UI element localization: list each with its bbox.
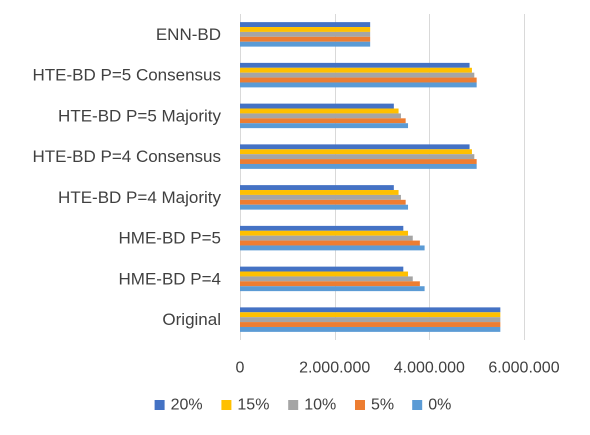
legend-label: 5% [371, 397, 394, 414]
bar-0pct-5 [240, 245, 425, 251]
legend-label: 15% [237, 397, 269, 414]
bar-15pct-0 [240, 27, 371, 32]
bar-5pct-3 [240, 159, 477, 164]
category-labels: ENN-BD HTE-BD P=5 Consensus HTE-BD P=5 Maj… [33, 25, 222, 329]
legend-label: 10% [304, 397, 336, 414]
bar-20pct-7 [240, 307, 501, 313]
bar-5pct-2 [240, 118, 406, 124]
x-tick-labels: 0 2.000.000 4.000.000 6.000.000 [236, 360, 560, 377]
bar-0pct-3 [240, 163, 477, 169]
bar-0pct-1 [240, 82, 477, 88]
bar-15pct-5 [240, 230, 409, 236]
bar-15pct-1 [240, 67, 472, 73]
bar-20pct-1 [240, 62, 470, 68]
bar-5pct-0 [240, 36, 371, 42]
x-tick-label: 2.000.000 [299, 360, 370, 377]
legend-swatch [412, 400, 423, 410]
bar-20pct-5 [240, 225, 404, 231]
category-label: HTE-BD P=4 Consensus [33, 147, 222, 166]
bars [240, 22, 501, 332]
legend: 20% 15% 10% 5% 0% [154, 397, 451, 414]
bar-5pct-7 [240, 322, 501, 327]
bar-10pct-6 [240, 276, 413, 282]
bar-20pct-2 [240, 103, 394, 109]
x-tick-label: 4.000.000 [394, 360, 465, 377]
legend-item: 5% [355, 397, 394, 414]
x-tick-label: 0 [236, 360, 245, 377]
bar-10pct-0 [240, 31, 371, 37]
bar-15pct-2 [240, 108, 399, 114]
bar-10pct-2 [240, 113, 401, 119]
bar-5pct-6 [240, 281, 420, 287]
legend-item: 20% [154, 397, 203, 414]
bar-5pct-5 [240, 240, 420, 246]
bar-20pct-4 [240, 185, 394, 191]
legend-swatch [288, 400, 299, 410]
bar-0pct-4 [240, 204, 409, 210]
legend-item: 15% [221, 397, 269, 414]
legend-swatch [221, 400, 232, 410]
category-label: HTE-BD P=4 Majority [58, 188, 221, 207]
category-label: HME-BD P=4 [119, 269, 222, 288]
bar-10pct-3 [240, 154, 475, 160]
bar-0pct-2 [240, 123, 409, 129]
legend-swatch [154, 400, 165, 410]
legend-label: 20% [171, 397, 203, 414]
bar-0pct-7 [240, 326, 501, 332]
bar-20pct-6 [240, 266, 404, 272]
bar-15pct-7 [240, 312, 501, 318]
legend-item: 10% [288, 397, 336, 414]
bar-5pct-4 [240, 199, 406, 205]
bar-0pct-6 [240, 286, 425, 292]
bar-10pct-7 [240, 317, 501, 323]
bar-20pct-0 [240, 22, 371, 28]
category-label: HTE-BD P=5 Majority [58, 106, 221, 125]
bar-0pct-0 [240, 41, 371, 47]
x-tick-label: 6.000.000 [488, 360, 559, 377]
category-label: ENN-BD [156, 25, 221, 44]
bar-10pct-1 [240, 72, 475, 78]
bar-10pct-4 [240, 194, 401, 200]
category-label: HME-BD P=5 [119, 229, 222, 248]
bar-15pct-3 [240, 149, 472, 155]
category-label: HTE-BD P=5 Consensus [33, 66, 222, 85]
bar-15pct-4 [240, 190, 399, 195]
legend-label: 0% [428, 397, 451, 414]
legend-swatch [355, 400, 365, 410]
legend-item: 0% [412, 397, 451, 414]
bar-20pct-3 [240, 144, 470, 150]
bar-10pct-5 [240, 235, 413, 241]
bar-5pct-1 [240, 77, 477, 83]
bar-15pct-6 [240, 271, 409, 277]
category-label: Original [162, 310, 221, 329]
